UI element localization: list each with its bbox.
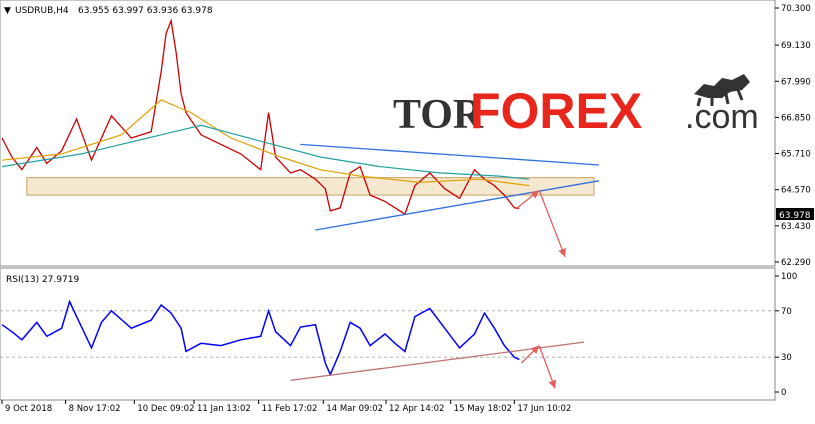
- time-axis-label: 12 Apr 14:02: [389, 404, 444, 414]
- price-arrow-head-0: [530, 190, 540, 199]
- price-trendline-1: [300, 143, 599, 166]
- price-y-tick-label: 67.990: [781, 77, 811, 87]
- price-y-tick-label: 65.710: [781, 150, 811, 160]
- watermark-tor: TOR: [393, 92, 484, 138]
- time-axis-label: 9 Oct 2018: [5, 404, 52, 414]
- support-zone-rect: [26, 177, 595, 196]
- rsi-series-line-0: [1, 299, 520, 377]
- time-axis-label: 11 Feb 17:02: [262, 404, 318, 414]
- time-axis-label: 11 Jan 13:02: [197, 404, 251, 414]
- price-series-line-0: [1, 18, 520, 216]
- price-y-tick-label: 70.300: [781, 4, 811, 14]
- time-axis-label: 15 May 18:02: [454, 404, 512, 414]
- price-y-tick-label: 64.570: [781, 186, 811, 196]
- price-y-tick-label: 69.130: [781, 41, 811, 51]
- price-y-axis: 70.300 69.130 67.990 66.850 65.710 64.570 63.4…: [775, 4, 811, 268]
- symbol-label: USDRUB,H4: [15, 6, 69, 16]
- time-axis: 9 Oct 2018 8 Nov 17:02 10 Dec 09:02 11 Jan …: [1, 400, 571, 414]
- bull-bear-logo-icon: [694, 74, 750, 107]
- price-panel-border: [0, 0, 776, 267]
- symbol-dropdown-icon[interactable]: ▼: [4, 6, 11, 16]
- price-series-line-1: [1, 99, 530, 187]
- price-series-group: [1, 18, 530, 216]
- time-axis-label: 14 Mar 09:02: [326, 404, 383, 414]
- rsi-panel-border: [0, 267, 776, 401]
- support-zone: [26, 177, 595, 196]
- rsi-forecast-arrows: [520, 345, 557, 389]
- watermark-forex: FOREX: [470, 83, 642, 139]
- price-y-tick-label: 62.290: [781, 258, 811, 268]
- rsi-y-tick-label: 100: [781, 272, 797, 282]
- rsi-label: RSI(13) 27.9719: [6, 275, 79, 285]
- price-arrow-line-1: [538, 190, 566, 258]
- watermark-com: .com: [685, 98, 759, 136]
- price-series-line-2: [1, 124, 530, 180]
- price-arrow-head-1: [558, 248, 566, 257]
- rsi-y-tick-label: 70: [781, 307, 792, 317]
- ohlc-label: 63.955 63.997 63.936 63.978: [78, 6, 213, 16]
- price-y-tick-label: 66.850: [781, 113, 811, 123]
- time-axis-label: 17 Jun 10:02: [517, 404, 571, 414]
- rsi-y-tick-label: 30: [781, 353, 792, 363]
- rsi-series-group: [1, 299, 520, 377]
- price-trendline-0: [315, 180, 600, 231]
- rsi-panel: 100 70 30 0 RSI(13) 27.9719: [0, 267, 797, 401]
- rsi-arrow-head-1: [548, 379, 557, 389]
- rsi-y-axis: 100 70 30 0: [775, 272, 797, 398]
- price-trendlines: [300, 143, 600, 231]
- price-forecast-arrows: [516, 189, 566, 258]
- watermark: TOR FOREX .com: [393, 74, 759, 139]
- price-panel: 70.300 69.130 67.990 66.850 65.710 64.570 63.4…: [0, 0, 814, 268]
- price-y-tick-label: 63.430: [781, 222, 811, 232]
- current-price-label: 63.978: [779, 211, 811, 221]
- time-axis-label: 10 Dec 09:02: [137, 404, 194, 414]
- time-axis-label: 8 Nov 17:02: [69, 404, 121, 414]
- current-price-tag: 63.978: [776, 208, 814, 221]
- rsi-arrow-head-0: [530, 345, 540, 355]
- rsi-y-tick-label: 0: [781, 388, 786, 398]
